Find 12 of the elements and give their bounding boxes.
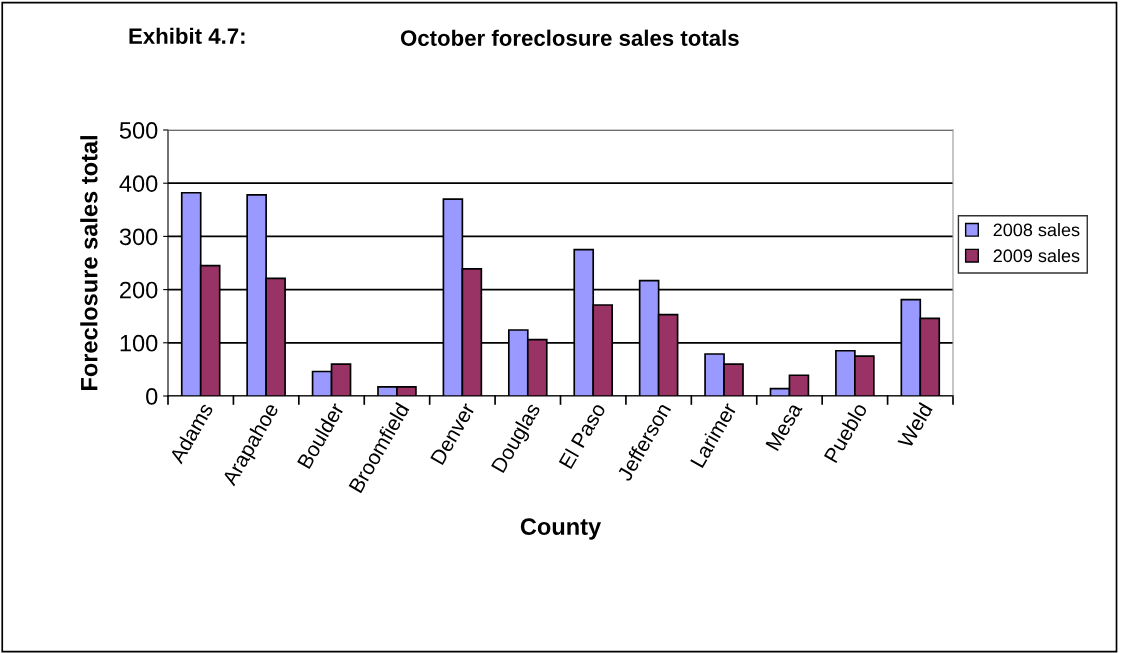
y-tick-label: 0 (146, 388, 158, 405)
y-axis-title: Foreclosure sales total (80, 136, 98, 391)
legend-label: 2008 sales (993, 223, 1080, 237)
y-tick-label: 200 (120, 281, 158, 299)
x-axis-title: County (520, 518, 602, 540)
y-tick-label: 500 (119, 122, 158, 139)
legend-label: 2009 sales (993, 248, 1080, 263)
chart-title: October foreclosure sales totals (400, 29, 739, 46)
y-tick-label: 400 (119, 175, 158, 192)
y-tick-label: 300 (119, 228, 158, 246)
y-tick-label: 100 (120, 334, 158, 352)
text: Exhibit 4.7: (129, 27, 245, 44)
